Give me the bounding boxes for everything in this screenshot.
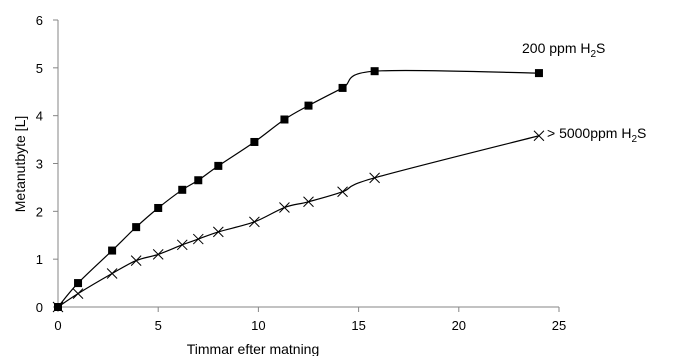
data-point-5000ppm — [279, 202, 290, 213]
data-point-5000ppm — [152, 249, 164, 260]
y-tick-label: 3 — [36, 157, 43, 172]
y-tick-label: 2 — [36, 204, 43, 219]
data-point-200ppm — [214, 161, 223, 170]
data-point-5000ppm — [130, 255, 142, 266]
data-point-5000ppm — [72, 288, 84, 299]
data-point-5000ppm — [176, 239, 188, 251]
data-point-5000ppm — [106, 268, 118, 279]
data-point-200ppm — [280, 115, 289, 124]
data-point-200ppm — [74, 279, 83, 288]
data-point-200ppm — [370, 67, 379, 76]
data-point-5000ppm — [533, 130, 545, 142]
data-point-200ppm — [194, 176, 203, 185]
series-layer — [52, 67, 545, 313]
y-tick-label: 1 — [36, 252, 43, 267]
x-tick-label: 5 — [155, 318, 162, 333]
series-label-200ppm: 200 ppm H2S — [522, 40, 605, 60]
x-tick-group: 0 5 10 15 20 25 — [54, 307, 566, 333]
y-axis-title: Metanutbyte [L] — [12, 116, 28, 213]
y-tick-label: 6 — [36, 13, 43, 28]
data-point-5000ppm — [212, 226, 224, 238]
data-point-200ppm — [178, 185, 187, 194]
series-line-200ppm — [57, 69, 539, 308]
y-tick-group: 0 1 2 3 4 5 6 — [36, 13, 58, 315]
data-point-200ppm — [154, 203, 163, 212]
data-point-200ppm — [304, 101, 313, 110]
series-line-5000ppm — [57, 135, 540, 308]
x-tick-label: 10 — [251, 318, 265, 333]
series-label-5000ppm: > 5000ppm H2S — [547, 125, 646, 145]
data-point-5000ppm — [337, 186, 348, 198]
x-tick-label: 20 — [452, 318, 466, 333]
data-point-200ppm — [250, 137, 259, 146]
data-point-5000ppm — [303, 196, 314, 208]
y-tick-label: 0 — [36, 300, 43, 315]
data-point-5000ppm — [249, 216, 260, 228]
y-tick-label: 5 — [36, 61, 43, 76]
y-tick-label: 4 — [36, 109, 43, 124]
x-tick-label: 0 — [54, 318, 61, 333]
data-point-200ppm — [534, 69, 543, 78]
data-point-5000ppm — [52, 301, 64, 313]
x-tick-label: 25 — [552, 318, 566, 333]
x-tick-label: 15 — [351, 318, 365, 333]
x-axis-title: Timmar efter matning — [187, 341, 320, 356]
data-point-5000ppm — [369, 172, 380, 184]
data-point-5000ppm — [192, 233, 204, 245]
data-point-200ppm — [132, 223, 141, 232]
data-point-200ppm — [108, 246, 117, 255]
data-point-200ppm — [338, 83, 347, 92]
